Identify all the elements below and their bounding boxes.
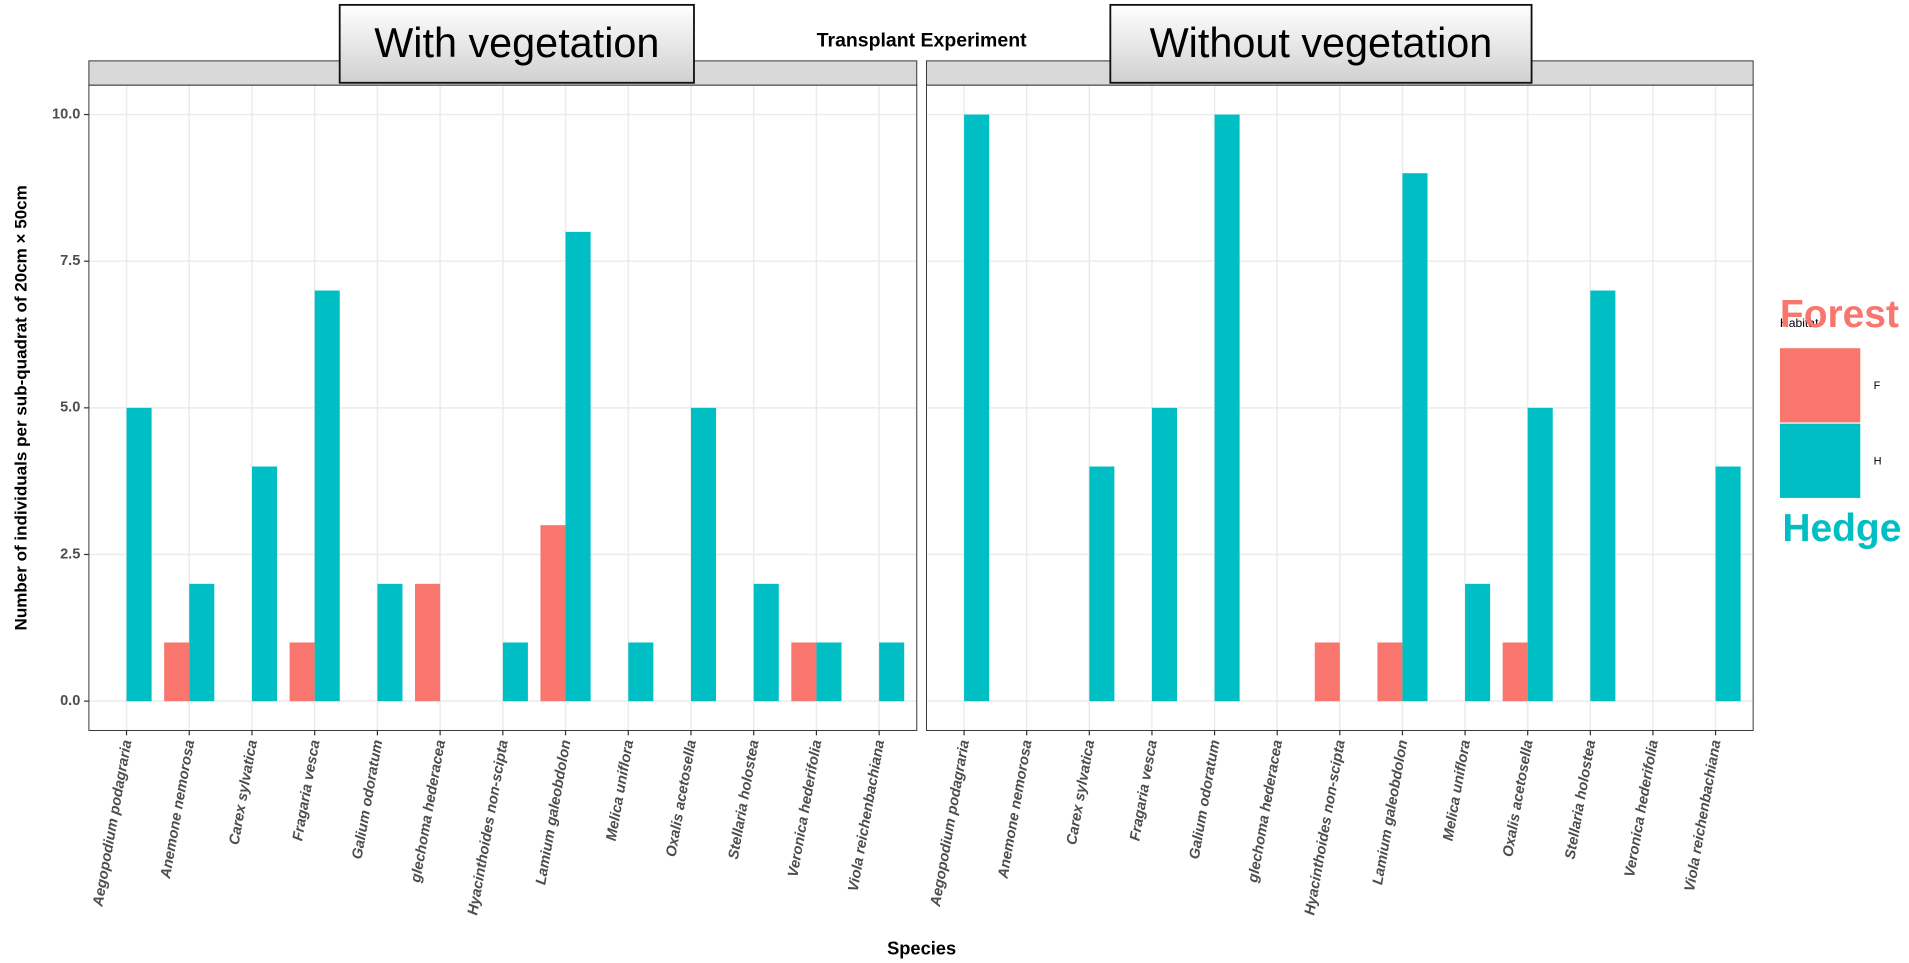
bar <box>1151 407 1177 702</box>
y-tick-label: 7.5 <box>60 253 80 269</box>
bar <box>540 525 566 702</box>
bar <box>628 642 654 702</box>
bar <box>1214 114 1240 702</box>
annotation-forest: Forest <box>1780 293 1899 336</box>
facet-label: Without vegetation <box>1150 20 1493 66</box>
x-tick-label: Oxalis acetosella <box>664 739 700 858</box>
bar <box>251 466 278 702</box>
bar <box>289 642 315 702</box>
x-tick-label: Aegopodium podagraria <box>90 739 135 909</box>
x-tick-label: Stellaria holostea <box>726 739 763 861</box>
x-tick-label: Aegopodium podagraria <box>928 739 973 909</box>
bar <box>502 642 528 702</box>
legend-label: H <box>1874 455 1882 467</box>
x-tick-label: Fragaria vesca <box>290 739 324 842</box>
facet-label-box <box>1109 3 1533 84</box>
bar <box>690 407 717 702</box>
x-tick-label: Oxalis acetosella <box>1500 739 1536 858</box>
bar <box>879 642 905 702</box>
facet-label: With vegetation <box>374 20 659 66</box>
legend-key <box>1779 348 1861 423</box>
x-axis-label: Species <box>887 937 956 958</box>
y-tick-label: 10.0 <box>52 106 80 122</box>
x-tick-label: Veronica hederifolia <box>1622 739 1662 879</box>
x-tick-label: Carex sylvatica <box>227 739 261 846</box>
bar <box>1527 407 1553 702</box>
x-tick-label: Carex sylvatica <box>1064 739 1098 846</box>
bar <box>1402 173 1428 702</box>
x-tick-label: Anemone nemorosa <box>158 739 198 881</box>
bar <box>1590 290 1616 702</box>
x-tick-label: Lamium galeobdolon <box>533 739 574 886</box>
bar <box>1377 642 1403 702</box>
bar <box>126 407 152 702</box>
x-tick-label: Fragaria vesca <box>1127 739 1161 842</box>
bar <box>415 583 441 702</box>
bar <box>565 231 591 702</box>
x-tick-label: Stellaria holostea <box>1563 739 1600 861</box>
bar <box>753 583 779 702</box>
bar <box>1089 466 1115 702</box>
x-tick-label: Galium odoratum <box>1187 739 1224 861</box>
legend-label: F <box>1874 380 1881 392</box>
legend-key <box>1779 423 1861 498</box>
y-axis-label: Number of individuals per sub-quadrat of… <box>11 185 30 630</box>
bar <box>189 583 215 702</box>
x-tick-label: Hyacinthoides non-scipta <box>1302 739 1349 917</box>
x-tick-label: Galium odoratum <box>350 739 387 861</box>
y-tick-label: 5.0 <box>60 400 80 416</box>
facet-label-box <box>338 3 695 84</box>
x-tick-label: Hyacinthoides non-scipta <box>465 739 512 917</box>
bar <box>816 642 842 702</box>
annotation-hedge: Hedge <box>1782 507 1901 550</box>
x-tick-label: Viola reichenbachiana <box>1682 739 1724 893</box>
x-tick-label: Melica uniflora <box>1441 739 1475 842</box>
y-tick-label: 2.5 <box>60 546 80 562</box>
bar <box>1465 583 1491 702</box>
bar <box>314 290 340 702</box>
x-tick-label: Veronica hederifolia <box>785 739 825 879</box>
x-tick-label: Melica uniflora <box>604 739 638 842</box>
bar <box>791 642 817 702</box>
x-tick-label: Anemone nemorosa <box>995 739 1035 881</box>
x-tick-label: Lamium galeobdolon <box>1370 739 1411 886</box>
x-tick-label: glechoma hederacea <box>1245 739 1286 885</box>
bar <box>1502 642 1528 702</box>
legend-title: Habitat <box>1780 316 1819 330</box>
x-tick-label: Viola reichenbachiana <box>846 739 888 893</box>
y-tick-label: 0.0 <box>60 693 80 709</box>
chart-title: Transplant Experiment <box>817 30 1027 52</box>
bar <box>964 114 990 702</box>
bar <box>1715 466 1741 702</box>
x-tick-label: glechoma hederacea <box>408 739 449 885</box>
bar <box>377 583 403 702</box>
bar <box>164 642 190 702</box>
bar <box>1314 642 1340 702</box>
